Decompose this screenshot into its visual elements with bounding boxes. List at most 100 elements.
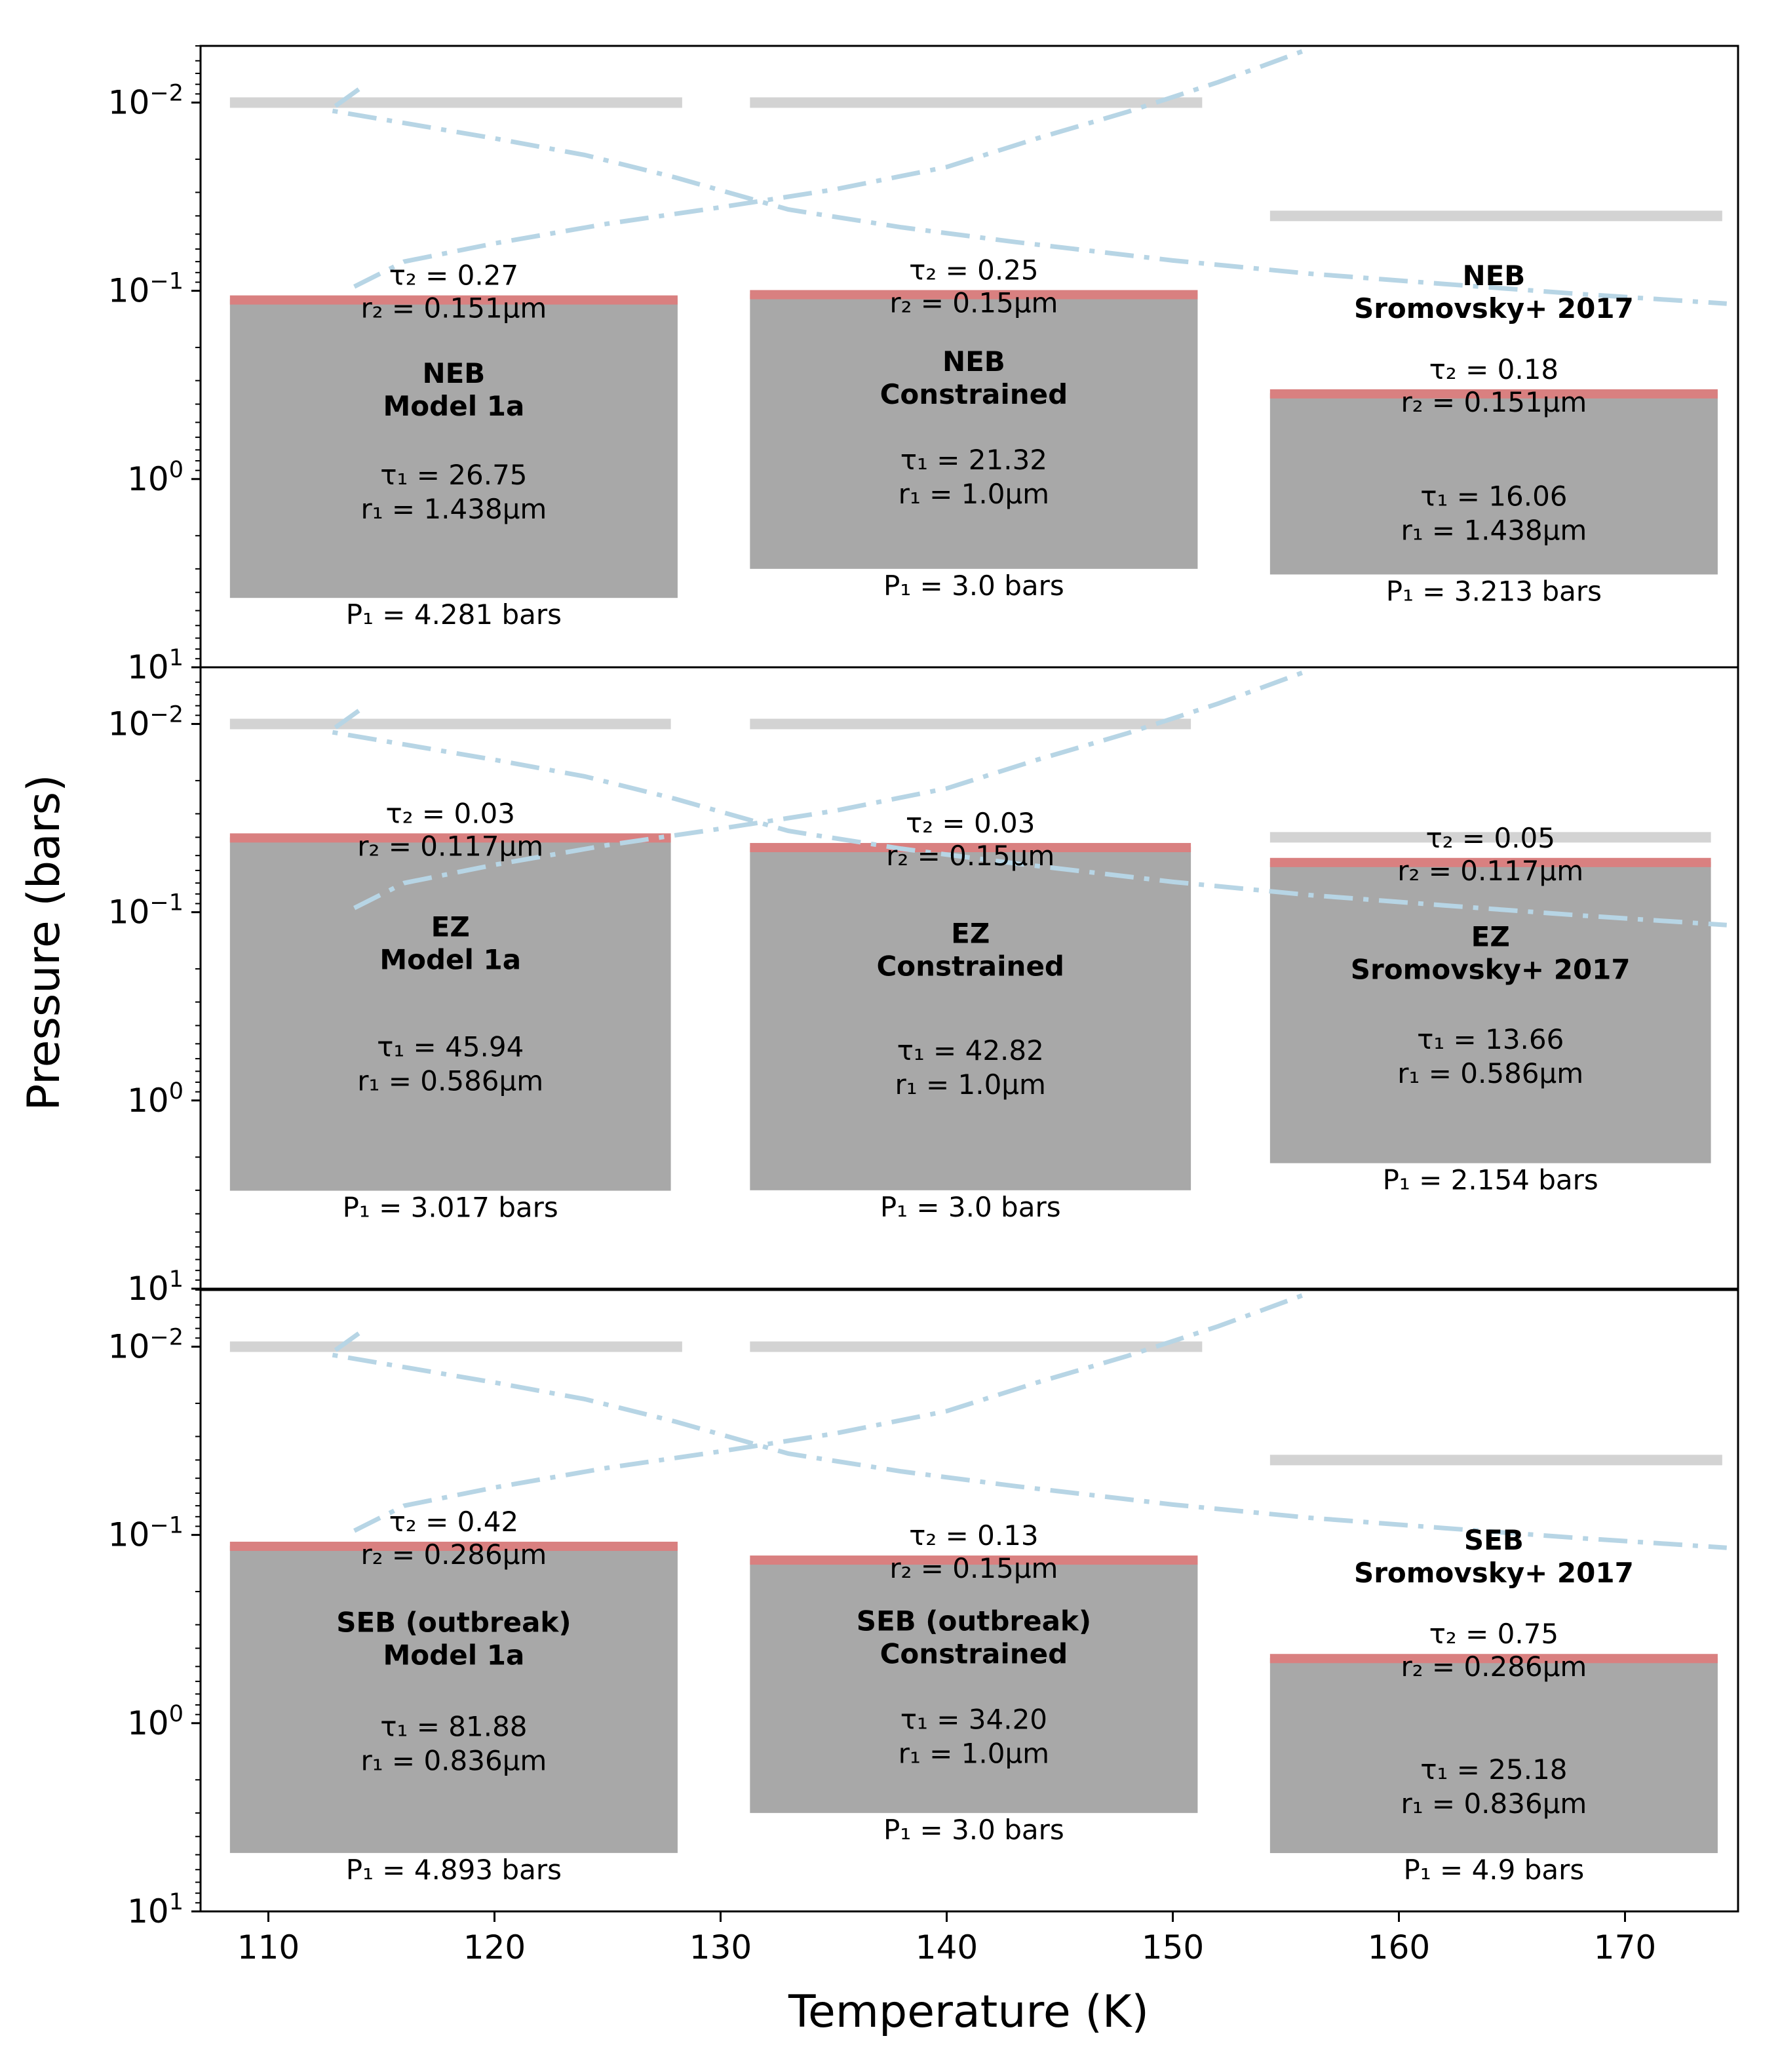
r1-label: r₁ = 1.0μm <box>899 1737 1049 1769</box>
p1-label: P₁ = 4.281 bars <box>346 598 562 631</box>
tau1-label: τ₁ = 25.18 <box>1420 1753 1567 1786</box>
cloud-layer-bar <box>750 847 1191 1190</box>
cloud-layer-bar <box>229 837 671 1191</box>
y-tick-label: 100 <box>127 1701 184 1742</box>
tau2-label: τ₂ = 0.18 <box>1429 353 1559 385</box>
haze-layer-bar <box>750 843 1191 853</box>
x-tick-label: 110 <box>237 1928 300 1966</box>
x-tick-label: 160 <box>1368 1928 1430 1966</box>
cloud-layer-bar <box>750 294 1198 569</box>
r1-label: r₁ = 1.0μm <box>895 1068 1046 1101</box>
haze-layer-bar <box>229 833 671 843</box>
y-tick-exponent: 0 <box>169 457 184 483</box>
column-title: EZ <box>951 918 990 950</box>
p1-label: P₁ = 3.0 bars <box>880 1191 1061 1223</box>
p1-label: P₁ = 2.154 bars <box>1383 1164 1598 1196</box>
cloud-layer-bar <box>1269 1658 1718 1854</box>
column-title: NEB <box>1462 260 1525 292</box>
column-title: SEB <box>1464 1524 1524 1556</box>
y-tick-label: 100 <box>127 1078 184 1120</box>
haze-layer-bar <box>750 290 1198 300</box>
tau1-label: τ₁ = 16.06 <box>1420 480 1567 512</box>
y-tick-label: 10−2 <box>108 1324 184 1365</box>
tau1-label: τ₁ = 21.32 <box>900 444 1047 476</box>
panel-content <box>229 1291 1727 1854</box>
temperature-profile-upper <box>353 668 1309 910</box>
y-tick-label: 101 <box>127 1266 184 1308</box>
r2-label: r₂ = 0.15μm <box>886 840 1054 872</box>
tau2-label: τ₂ = 0.27 <box>389 260 519 292</box>
y-tick-exponent: 1 <box>169 1266 184 1293</box>
temperature-profile-lower <box>323 709 1727 928</box>
y-tick-label: 10−1 <box>108 1513 184 1554</box>
r1-label: r₁ = 0.586μm <box>1397 1057 1583 1089</box>
y-tick-label: 100 <box>127 457 184 498</box>
r1-label: r₁ = 1.438μm <box>1401 514 1587 546</box>
r1-label: r₁ = 1.438μm <box>360 493 547 525</box>
column-subtitle: Constrained <box>880 1637 1068 1670</box>
x-tick-label: 120 <box>463 1928 526 1966</box>
r2-label: r₂ = 0.286μm <box>360 1538 547 1571</box>
y-tick-label: 101 <box>127 645 184 686</box>
p1-label: P₁ = 4.9 bars <box>1404 1854 1585 1886</box>
tau1-label: τ₁ = 13.66 <box>1417 1023 1564 1055</box>
y-tick-label: 10−1 <box>108 890 184 931</box>
cloud-layer-bar <box>750 1559 1198 1813</box>
r2-label: r₂ = 0.151μm <box>1401 386 1587 418</box>
tau1-label: τ₁ = 81.88 <box>380 1711 527 1743</box>
haze-layer-bar <box>1269 1654 1718 1664</box>
temperature-profile-upper <box>353 1291 1309 1533</box>
p1-label: P₁ = 3.0 bars <box>883 570 1064 602</box>
column-subtitle: Constrained <box>876 950 1064 983</box>
haze-layer-bar <box>750 1555 1198 1565</box>
x-tick-label: 150 <box>1142 1928 1204 1966</box>
column-title: SEB (outbreak) <box>857 1605 1091 1637</box>
y-tick-exponent: −2 <box>149 701 184 728</box>
r1-label: r₁ = 0.586μm <box>357 1065 543 1097</box>
p1-label: P₁ = 4.893 bars <box>346 1854 562 1886</box>
temperature-profile-lower <box>323 1331 1727 1550</box>
column-subtitle: Sromovsky+ 2017 <box>1354 1557 1634 1589</box>
column-title: EZ <box>1471 921 1510 953</box>
r2-label: r₂ = 0.117μm <box>357 830 543 862</box>
tau2-label: τ₂ = 0.03 <box>906 807 1035 839</box>
tau2-label: τ₂ = 0.42 <box>389 1506 519 1538</box>
y-tick-exponent: −1 <box>149 269 184 295</box>
temperature-profile-lower <box>323 87 1727 306</box>
column-title: SEB (outbreak) <box>336 1606 571 1638</box>
y-tick-label: 10−2 <box>108 80 184 121</box>
y-tick-label: 10−2 <box>108 701 184 743</box>
column-subtitle: Model 1a <box>383 1639 525 1671</box>
r2-label: r₂ = 0.117μm <box>1397 855 1583 887</box>
r1-label: r₁ = 1.0μm <box>899 478 1049 510</box>
haze-layer-bar <box>229 1541 678 1551</box>
x-axis-label: Temperature (K) <box>788 1986 1149 2038</box>
temperature-profile-upper <box>353 47 1309 289</box>
x-tick-label: 140 <box>916 1928 978 1966</box>
column-title: NEB <box>422 357 485 389</box>
r2-label: r₂ = 0.151μm <box>360 292 547 324</box>
y-tick-exponent: −2 <box>149 1324 184 1350</box>
column-subtitle: Model 1a <box>383 390 525 422</box>
tau2-label: τ₂ = 0.03 <box>385 797 515 829</box>
x-tick-label: 130 <box>689 1928 752 1966</box>
cloud-layer-bar <box>229 1545 678 1853</box>
haze-layer-bar <box>229 295 678 305</box>
y-tick-exponent: 0 <box>169 1701 184 1727</box>
column-title: EZ <box>431 910 470 943</box>
cloud-layer-bar <box>1269 393 1718 575</box>
tau1-label: τ₁ = 26.75 <box>380 459 527 491</box>
tau2-label: τ₂ = 0.13 <box>909 1519 1039 1552</box>
cloud-layer-bar <box>1269 861 1711 1163</box>
r2-label: r₂ = 0.15μm <box>889 1552 1058 1584</box>
